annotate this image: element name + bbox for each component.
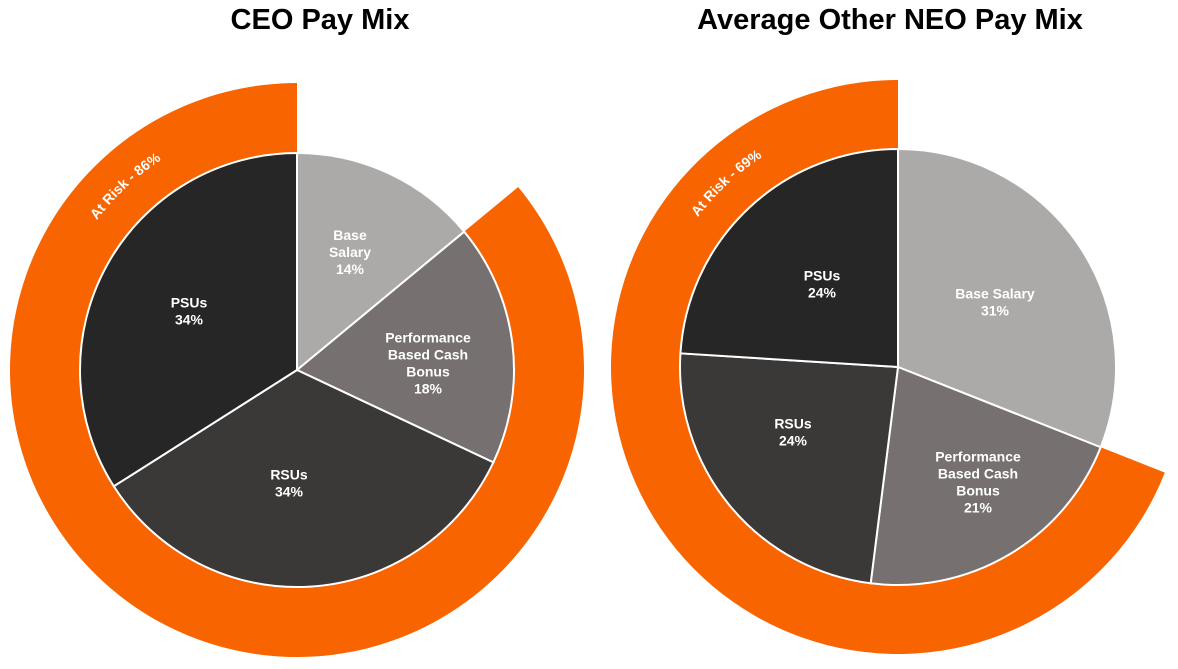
ceo-chart-title: CEO Pay Mix <box>230 4 410 36</box>
slice-label: RSUs 24% <box>774 416 812 449</box>
pie-slice <box>679 352 900 585</box>
pie-chart-0: Base Salary 14% Performance Based Cash Bonus 1… <box>10 83 585 657</box>
pie-slice <box>679 147 899 369</box>
pie-slice <box>79 151 298 488</box>
pie-chart-1: Base Salary 31% Performance Based Cash Bonus… <box>611 80 1165 654</box>
pie-slice <box>897 147 1117 449</box>
pie-slice <box>296 151 466 373</box>
slice-label: Base Salary 31% <box>955 286 1035 319</box>
slice-label: RSUs 34% <box>270 467 308 500</box>
pie-slice <box>295 230 515 464</box>
slice-label: Performance Based Cash Bonus 18% <box>385 330 471 397</box>
pie-slice <box>869 365 1102 586</box>
slice-label: Base Salary 14% <box>329 227 371 277</box>
slice-label: Performance Based Cash Bonus 21% <box>935 449 1021 516</box>
pie-slice <box>112 368 495 588</box>
neo-chart-title: Average Other NEO Pay Mix <box>697 4 1083 36</box>
slice-label: PSUs 24% <box>804 268 841 301</box>
slice-label: PSUs 34% <box>171 295 208 328</box>
